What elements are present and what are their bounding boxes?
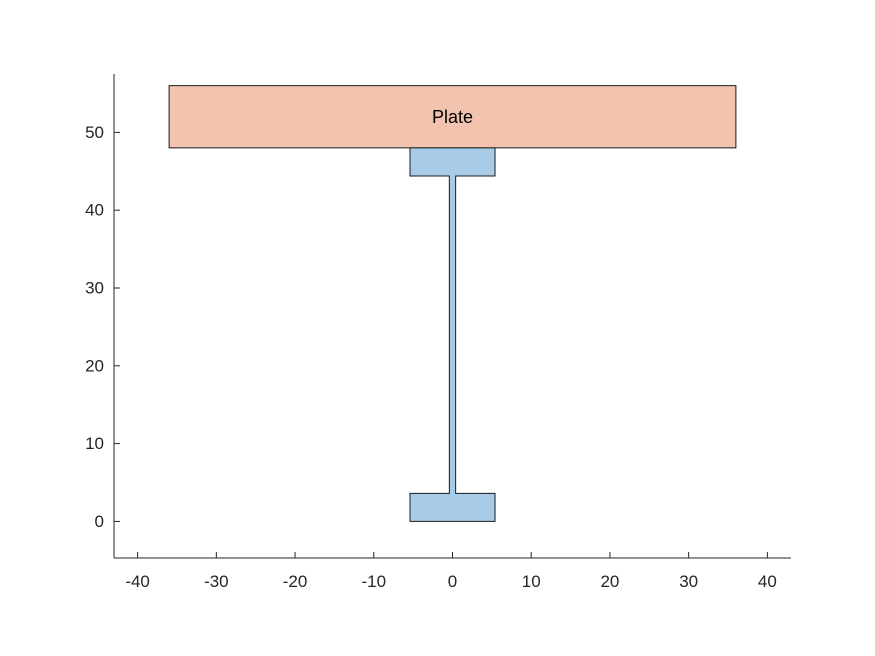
y-tick-label: 20 xyxy=(85,356,104,375)
shapes-layer xyxy=(168,85,737,522)
labels-layer: Plate -40 -30 -20 -10 0 10 20 30 40 0 10 20 30 40 50 xyxy=(85,107,777,591)
x-tick-label: 30 xyxy=(679,572,698,591)
x-tick-label: 20 xyxy=(600,572,619,591)
i-beam-shape xyxy=(409,147,496,522)
x-tick-label: 0 xyxy=(448,572,457,591)
y-tick-label: 30 xyxy=(85,278,104,297)
y-tick-label: 40 xyxy=(85,201,104,220)
y-tick-label: 50 xyxy=(85,123,104,142)
y-tick-label: 0 xyxy=(95,512,104,531)
x-tick-label: 40 xyxy=(758,572,777,591)
x-tick-label: 10 xyxy=(522,572,541,591)
plate-label: Plate xyxy=(432,107,473,127)
x-tick-label: -40 xyxy=(125,572,150,591)
ticks-layer xyxy=(114,131,768,558)
plate-shape xyxy=(168,85,737,149)
x-tick-label: -20 xyxy=(283,572,308,591)
y-tick-label: 10 xyxy=(85,434,104,453)
x-tick-label: -10 xyxy=(361,572,386,591)
x-tick-label: -30 xyxy=(204,572,229,591)
